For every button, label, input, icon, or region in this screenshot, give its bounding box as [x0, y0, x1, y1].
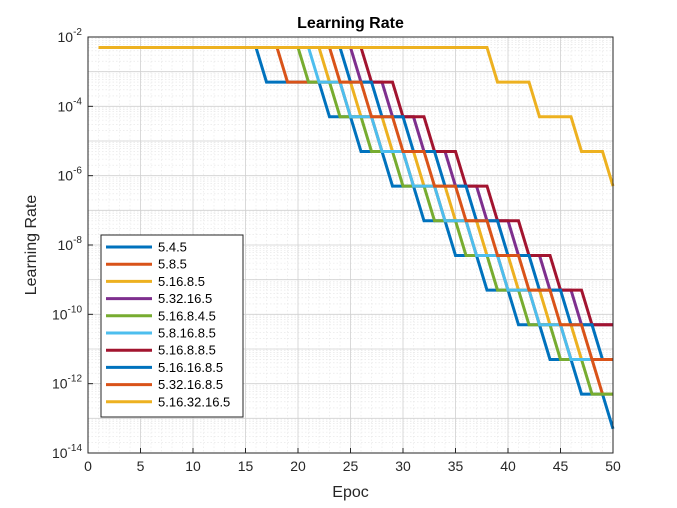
x-tick-label: 15 [238, 458, 254, 474]
x-axis-label: Epoc [332, 484, 368, 501]
x-tick-label: 5 [137, 458, 145, 474]
x-tick-label: 0 [84, 458, 92, 474]
legend-label: 5.32.16.8.5 [158, 377, 223, 392]
series-line [98, 45, 613, 327]
y-tick-label: 10-6 [58, 166, 83, 184]
legend-label: 5.32.16.5 [158, 291, 212, 306]
x-tick-label: 20 [290, 458, 306, 474]
y-axis-ticks: 10-14 10-12 10-10 10-8 10-6 10-4 10-2 [52, 27, 93, 461]
y-tick-label: 10-2 [58, 27, 83, 45]
x-tick-label: 40 [500, 458, 516, 474]
y-tick-label: 10-10 [52, 304, 82, 322]
x-tick-label: 10 [185, 458, 201, 474]
legend-label: 5.16.8.5 [158, 274, 205, 289]
x-axis-ticks: 0 5 10 15 20 25 30 35 40 45 50 [84, 448, 621, 474]
y-tick-label: 10-4 [58, 96, 83, 114]
x-tick-label: 50 [605, 458, 621, 474]
x-tick-label: 35 [448, 458, 464, 474]
y-tick-label: 10-8 [58, 235, 83, 253]
legend-label: 5.4.5 [158, 240, 187, 255]
legend-label: 5.16.32.16.5 [158, 394, 230, 409]
legend-label: 5.8.5 [158, 257, 187, 272]
series-layer [98, 45, 615, 430]
x-tick-label: 30 [395, 458, 411, 474]
x-tick-label: 45 [553, 458, 569, 474]
series-line [98, 45, 613, 361]
y-tick-label: 10-12 [52, 374, 82, 392]
y-tick-label: 10-14 [52, 443, 82, 461]
legend-label: 5.16.8.4.5 [158, 308, 216, 323]
legend: 5.4.5 5.8.5 5.16.8.5 5.32.16.5 5.16.8.4.5 5.8… [100, 234, 244, 418]
x-tick-label: 25 [343, 458, 359, 474]
chart-title: Learning Rate [297, 15, 404, 32]
legend-label: 5.16.8.8.5 [158, 343, 216, 358]
legend-label: 5.8.16.8.5 [158, 326, 216, 341]
series-line [98, 45, 613, 361]
series-line [98, 45, 613, 361]
series-line [98, 45, 615, 187]
y-axis-label: Learning Rate [23, 195, 40, 296]
legend-label: 5.16.16.8.5 [158, 360, 223, 375]
